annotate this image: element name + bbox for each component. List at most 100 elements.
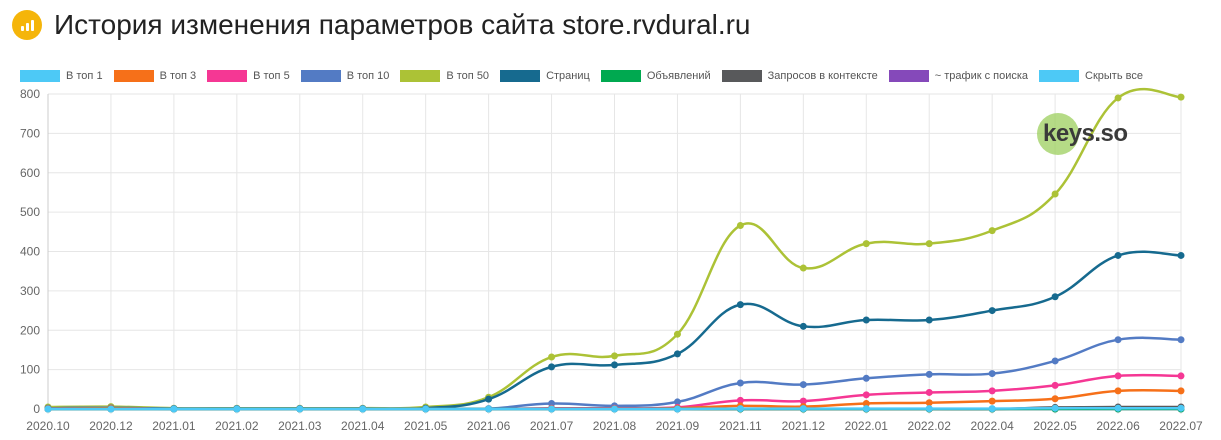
- y-tick-label: 200: [20, 323, 40, 337]
- data-point-2: [799, 397, 807, 405]
- data-point-0: [44, 405, 52, 413]
- x-tick-label: 2021.09: [656, 419, 700, 433]
- legend-item-series-5[interactable]: Страниц: [500, 70, 590, 82]
- x-tick-label: 2020.12: [89, 419, 133, 433]
- legend-item-series-1[interactable]: В топ 3: [113, 70, 197, 82]
- chart-legend: В топ 1 В топ 3 В топ 5 В топ 10 В топ 50 Стр…: [20, 70, 1154, 82]
- page-title: История изменения параметров сайта store…: [54, 9, 751, 40]
- legend-swatch: [1039, 70, 1080, 82]
- data-point-3: [736, 379, 744, 387]
- x-tick-label: 2022.04: [970, 419, 1014, 433]
- legend-label: В топ 3: [159, 70, 197, 82]
- data-point-4: [1051, 190, 1059, 198]
- data-point-4: [611, 352, 618, 360]
- x-tick-label: 2021.03: [278, 419, 322, 433]
- data-point-0: [548, 405, 556, 413]
- x-tick-label: 2021.08: [593, 419, 637, 433]
- x-tick-label: 2021.07: [530, 419, 574, 433]
- data-point-2: [1114, 372, 1122, 380]
- data-point-1: [1114, 387, 1122, 395]
- legend-swatch: [20, 70, 60, 82]
- x-tick-label: 2022.05: [1033, 419, 1077, 433]
- y-tick-label: 0: [33, 402, 40, 416]
- y-tick-label: 300: [20, 284, 40, 298]
- data-point-2: [988, 387, 996, 395]
- data-point-0: [925, 405, 933, 413]
- x-tick-label: 2021.01: [152, 419, 196, 433]
- data-point-3: [799, 381, 807, 389]
- x-tick-label: 2021.04: [341, 419, 385, 433]
- data-point-5: [1051, 293, 1059, 301]
- legend-item-series-3[interactable]: В топ 10: [300, 70, 390, 82]
- legend-swatch: [600, 70, 641, 82]
- data-point-0: [1114, 404, 1122, 412]
- bar-chart-icon: [12, 10, 42, 40]
- legend-item-series-7[interactable]: Запросов в контексте: [721, 70, 878, 82]
- watermark-text: keys.so: [1043, 120, 1128, 147]
- legend-swatch: [113, 70, 154, 82]
- data-point-5: [1177, 251, 1185, 259]
- data-point-2: [736, 396, 744, 404]
- data-point-0: [485, 405, 493, 413]
- x-tick-label: 2022.06: [1096, 419, 1140, 433]
- data-point-3: [1177, 336, 1185, 344]
- legend-label: В топ 50: [446, 70, 490, 82]
- y-tick-label: 600: [20, 166, 40, 180]
- data-point-4: [673, 330, 681, 338]
- data-point-1: [988, 397, 996, 405]
- data-point-4: [736, 222, 744, 230]
- legend-label: В топ 10: [346, 70, 390, 82]
- data-point-1: [1051, 395, 1059, 403]
- legend-label: Запросов в контексте: [767, 70, 878, 82]
- x-tick-label: 2021.11: [719, 419, 762, 433]
- y-tick-label: 800: [20, 87, 40, 101]
- data-point-4: [1114, 94, 1122, 102]
- data-point-1: [862, 399, 870, 407]
- data-point-1: [1177, 387, 1185, 395]
- y-tick-label: 500: [20, 205, 40, 219]
- legend-swatch: [300, 70, 341, 82]
- x-tick-label: 2021.06: [467, 419, 511, 433]
- keys-so-watermark: keys.so: [1037, 113, 1147, 157]
- data-point-0: [673, 405, 681, 413]
- line-chart: 0 100 200 300 400 500 600 700 800 2020.10 2020.12 2…: [20, 87, 1203, 433]
- legend-swatch: [721, 70, 762, 82]
- data-point-0: [799, 405, 807, 413]
- data-point-0: [359, 405, 367, 413]
- data-point-3: [1051, 357, 1059, 365]
- data-point-5: [548, 363, 556, 371]
- data-point-0: [988, 405, 996, 413]
- x-tick-label: 2022.01: [845, 419, 889, 433]
- data-point-4: [988, 227, 996, 235]
- data-point-5: [799, 322, 807, 330]
- data-point-5: [1114, 251, 1122, 259]
- data-point-0: [422, 405, 430, 413]
- legend-item-series-2[interactable]: В топ 5: [207, 70, 290, 82]
- data-point-3: [925, 370, 933, 378]
- data-point-0: [736, 405, 744, 413]
- legend-item-series-0[interactable]: В топ 1: [20, 70, 103, 82]
- y-tick-label: 700: [20, 126, 40, 140]
- data-point-3: [988, 370, 996, 378]
- data-point-5: [736, 301, 744, 309]
- legend-item-series-8[interactable]: ~ трафик с поиска: [888, 70, 1028, 82]
- data-point-5: [673, 350, 681, 358]
- legend-swatch: [207, 70, 248, 82]
- data-point-5: [925, 316, 933, 324]
- data-point-2: [1177, 372, 1185, 380]
- legend-swatch: [500, 70, 541, 82]
- data-point-0: [233, 405, 241, 413]
- x-tick-label: 2021.12: [782, 419, 826, 433]
- legend-item-hide-all[interactable]: Скрыть все: [1039, 70, 1143, 82]
- legend-swatch: [888, 70, 929, 82]
- legend-item-series-4[interactable]: В топ 50: [400, 70, 489, 82]
- y-tick-label: 100: [20, 363, 40, 377]
- data-point-0: [170, 405, 178, 413]
- legend-label: Объявлений: [646, 70, 711, 82]
- data-point-5: [485, 395, 493, 403]
- data-point-2: [925, 388, 933, 396]
- legend-item-series-6[interactable]: Объявлений: [600, 70, 711, 82]
- legend-label: В топ 5: [253, 70, 290, 82]
- data-point-0: [107, 405, 115, 413]
- data-point-0: [611, 405, 618, 413]
